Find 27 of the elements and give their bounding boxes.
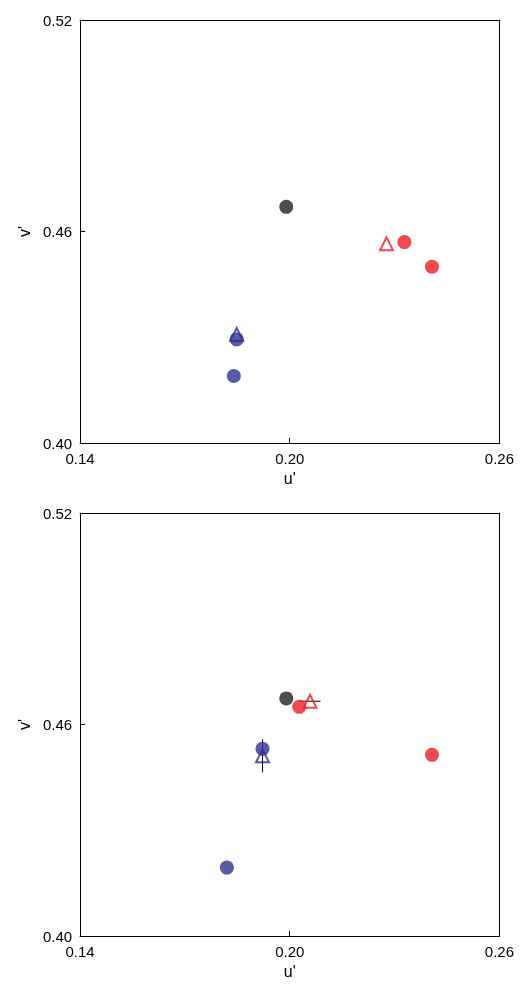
point [424,747,439,762]
x-tick-label: 0.26 [484,450,514,467]
point [229,326,245,342]
x-tick-label: 0.14 [65,943,95,960]
point [424,259,439,274]
point [379,236,395,252]
point [254,748,270,764]
x-tick-label: 0.14 [65,450,95,467]
x-tick-label: 0.20 [275,450,305,467]
x-axis-title: u' [283,470,296,488]
y-tick-label: 0.46 [42,716,73,733]
point [219,860,234,875]
point [302,693,318,709]
point [279,691,294,706]
y-tick-label: 0.52 [42,504,73,522]
point [226,369,241,384]
y-tick-label: 0.40 [42,434,73,452]
y-tick-label: 0.40 [42,927,73,945]
point [397,235,412,250]
y-axis-title: v' [15,225,33,238]
x-axis-title: u' [283,963,296,981]
x-tick-label: 0.20 [275,943,305,960]
y-tick-label: 0.46 [42,223,73,240]
point [279,199,294,214]
y-tick-label: 0.52 [42,11,73,29]
x-tick-label: 0.26 [484,943,514,960]
y-axis-title: v' [15,718,33,731]
